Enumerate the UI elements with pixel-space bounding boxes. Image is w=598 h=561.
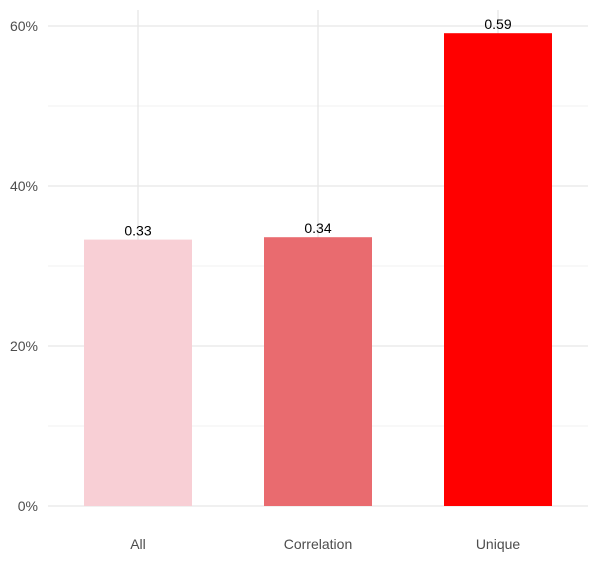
y-tick-label: 60% — [10, 18, 38, 34]
x-tick-label: Unique — [476, 536, 521, 552]
y-tick-label: 40% — [10, 178, 38, 194]
bar-all — [84, 239, 192, 506]
x-tick-label: Correlation — [284, 536, 352, 552]
y-tick-label: 20% — [10, 338, 38, 354]
data-label-all: 0.33 — [124, 223, 151, 239]
bar-unique — [444, 33, 552, 506]
y-axis: 0% 20% 40% 60% — [10, 18, 38, 514]
x-tick-label: All — [130, 536, 146, 552]
x-axis: All Correlation Unique — [130, 536, 520, 552]
data-labels: 0.33 0.34 0.59 — [124, 16, 511, 238]
data-label-unique: 0.59 — [484, 16, 511, 32]
y-tick-label: 0% — [18, 498, 38, 514]
bar-correlation — [264, 237, 372, 506]
data-label-correlation: 0.34 — [304, 220, 331, 236]
bars — [84, 33, 552, 506]
